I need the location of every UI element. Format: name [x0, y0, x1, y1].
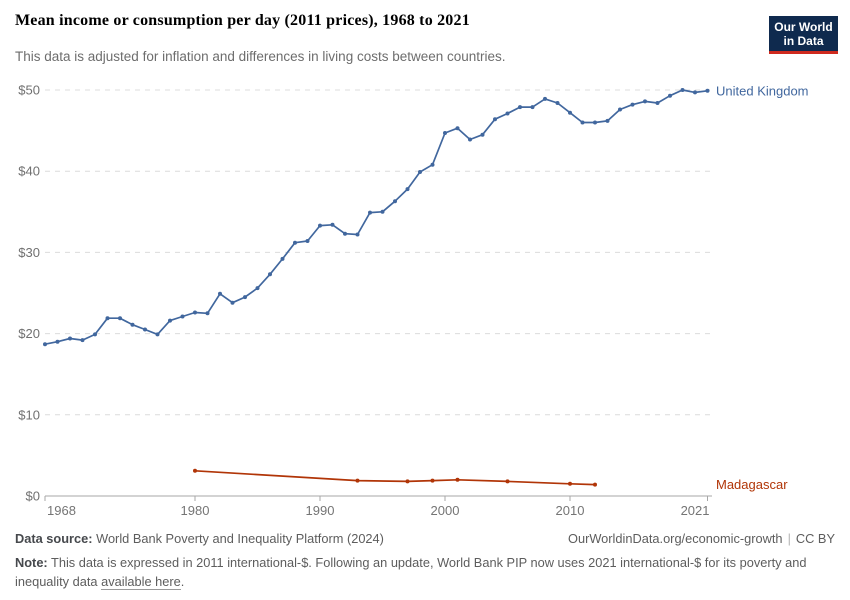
data-point-united-kingdom[interactable] [518, 105, 522, 110]
y-tick-label: $50 [18, 83, 40, 98]
data-source-text: World Bank Poverty and Inequality Platfo… [96, 531, 384, 546]
owid-logo-line2: in Data [783, 34, 824, 48]
x-tick-label: 2000 [431, 503, 460, 518]
series-label-united-kingdom[interactable]: United Kingdom [716, 83, 809, 98]
data-point-united-kingdom[interactable] [568, 110, 572, 115]
data-point-united-kingdom[interactable] [580, 120, 585, 125]
data-point-united-kingdom[interactable] [543, 96, 547, 101]
data-point-madagascar[interactable] [505, 479, 510, 484]
data-point-united-kingdom[interactable] [118, 316, 122, 321]
data-point-united-kingdom[interactable] [555, 101, 560, 105]
data-point-united-kingdom[interactable] [630, 102, 635, 107]
attribution-line: OurWorldinData.org/economic-growth | CC BY [568, 531, 835, 546]
data-point-madagascar[interactable] [593, 482, 597, 487]
page-title: Mean income or consumption per day (2011… [15, 12, 470, 29]
note-suffix: . [180, 573, 185, 589]
data-point-united-kingdom[interactable] [405, 187, 410, 192]
data-point-united-kingdom[interactable] [230, 300, 235, 305]
data-point-united-kingdom[interactable] [418, 170, 422, 174]
data-point-united-kingdom[interactable] [455, 126, 460, 131]
y-tick-label: $30 [18, 245, 40, 260]
data-point-united-kingdom[interactable] [330, 222, 335, 227]
data-point-united-kingdom[interactable] [243, 295, 247, 300]
chart-footer: Data source: World Bank Poverty and Ineq… [15, 531, 835, 591]
data-point-madagascar[interactable] [355, 478, 360, 483]
data-point-united-kingdom[interactable] [180, 314, 185, 319]
data-point-united-kingdom[interactable] [655, 101, 660, 105]
data-point-madagascar[interactable] [568, 481, 572, 486]
data-point-united-kingdom[interactable] [318, 223, 322, 228]
data-source-line: Data source: World Bank Poverty and Ineq… [15, 531, 384, 546]
y-tick-label: $10 [18, 407, 40, 422]
data-point-united-kingdom[interactable] [680, 88, 685, 92]
data-point-united-kingdom[interactable] [80, 338, 85, 343]
x-tick-label: 1990 [306, 503, 335, 518]
data-source-label: Data source: [15, 531, 93, 546]
data-point-madagascar[interactable] [430, 478, 435, 483]
data-point-united-kingdom[interactable] [430, 162, 435, 167]
owid-logo-line1: Our World [774, 20, 833, 34]
x-tick-label: 2010 [556, 503, 585, 518]
data-point-united-kingdom[interactable] [380, 209, 385, 214]
data-point-united-kingdom[interactable] [305, 239, 310, 243]
data-point-madagascar[interactable] [405, 479, 410, 484]
data-point-united-kingdom[interactable] [193, 310, 197, 315]
data-point-united-kingdom[interactable] [705, 88, 710, 93]
x-tick-label: 2021 [681, 503, 710, 518]
data-point-united-kingdom[interactable] [618, 107, 622, 112]
data-point-united-kingdom[interactable] [530, 105, 535, 110]
owid-url-link[interactable]: OurWorldinData.org/economic-growth [568, 531, 783, 546]
data-point-united-kingdom[interactable] [293, 240, 297, 245]
data-point-united-kingdom[interactable] [55, 339, 60, 344]
data-point-united-kingdom[interactable] [143, 327, 147, 332]
data-point-united-kingdom[interactable] [480, 132, 485, 137]
data-point-united-kingdom[interactable] [343, 231, 347, 236]
data-point-united-kingdom[interactable] [593, 120, 597, 125]
note-line: Note: This data is expressed in 2011 int… [15, 554, 835, 591]
data-point-united-kingdom[interactable] [68, 336, 72, 341]
data-point-united-kingdom[interactable] [105, 316, 110, 321]
license-badge: CC BY [795, 531, 835, 546]
y-tick-label: $40 [18, 164, 40, 179]
data-point-united-kingdom[interactable] [368, 210, 372, 215]
note-label: Note: [15, 555, 48, 570]
data-point-united-kingdom[interactable] [355, 232, 360, 237]
data-point-united-kingdom[interactable] [168, 318, 172, 323]
x-tick-label: 1980 [181, 503, 210, 518]
data-point-united-kingdom[interactable] [668, 93, 672, 98]
data-point-united-kingdom[interactable] [205, 311, 210, 316]
data-point-united-kingdom[interactable] [505, 111, 510, 116]
series-label-madagascar[interactable]: Madagascar [716, 477, 788, 492]
data-point-united-kingdom[interactable] [255, 286, 260, 291]
series-line-united-kingdom[interactable] [44, 89, 708, 346]
data-point-united-kingdom[interactable] [218, 291, 222, 296]
data-point-united-kingdom[interactable] [605, 118, 610, 123]
data-point-united-kingdom[interactable] [643, 99, 647, 104]
data-point-madagascar[interactable] [455, 477, 460, 482]
page-subtitle: This data is adjusted for inflation and … [15, 49, 506, 64]
data-point-united-kingdom[interactable] [393, 199, 397, 204]
data-point-united-kingdom[interactable] [493, 117, 497, 122]
data-point-united-kingdom[interactable] [155, 332, 160, 337]
data-point-united-kingdom[interactable] [43, 342, 47, 347]
owid-logo[interactable]: Our World in Data [769, 16, 838, 54]
note-text: This data is expressed in 2011 internati… [15, 555, 807, 589]
data-point-united-kingdom[interactable] [693, 90, 697, 95]
attribution-separator: | [787, 531, 791, 546]
data-point-united-kingdom[interactable] [443, 131, 447, 135]
line-chart-canvas[interactable]: $0 $10 $20 $30 $40 $50 1968 1980 1990 2000 2010 202… [0, 0, 850, 525]
series-line-madagascar[interactable] [194, 469, 596, 486]
note-available-here-link[interactable]: available here [101, 573, 181, 590]
x-tick-label: 1968 [47, 503, 76, 518]
data-point-united-kingdom[interactable] [268, 272, 272, 277]
data-point-united-kingdom[interactable] [93, 332, 97, 337]
data-point-united-kingdom[interactable] [130, 322, 135, 327]
data-point-united-kingdom[interactable] [280, 256, 285, 261]
y-tick-label: $20 [18, 326, 40, 341]
data-point-madagascar[interactable] [193, 468, 197, 473]
data-point-united-kingdom[interactable] [468, 137, 472, 142]
y-tick-label: $0 [26, 489, 40, 504]
